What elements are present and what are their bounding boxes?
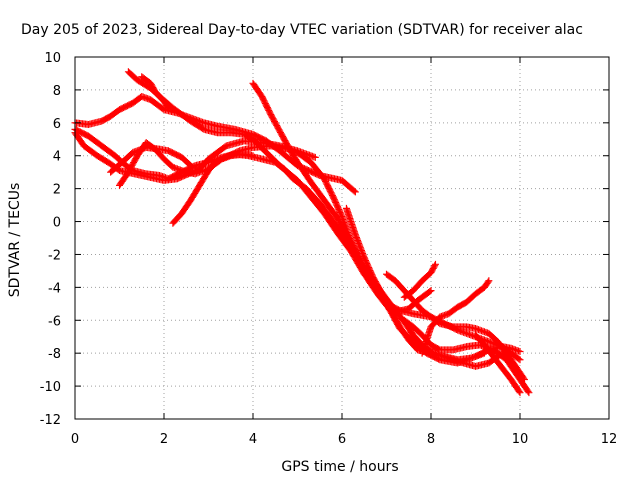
- series-track-4: [249, 79, 524, 367]
- chart-title: Day 205 of 2023, Sidereal Day-to-day VTE…: [21, 22, 583, 38]
- y-tick-label: -10: [40, 380, 61, 395]
- series-track-11: [400, 316, 533, 397]
- series-track-15: [138, 73, 177, 114]
- data-point: [169, 106, 177, 114]
- x-tick-label: 4: [249, 432, 257, 447]
- y-tick-label: -4: [48, 281, 61, 296]
- x-tick-label: 6: [338, 432, 346, 447]
- data-point: [350, 187, 358, 195]
- data-point: [480, 349, 488, 357]
- x-tick-label: 0: [71, 432, 79, 447]
- data-point: [249, 152, 257, 160]
- data-point: [186, 161, 194, 169]
- series-track-7: [169, 150, 257, 227]
- x-tick-label: 2: [160, 432, 168, 447]
- series-track-9: [342, 204, 488, 364]
- y-tick-label: -12: [40, 413, 61, 428]
- y-tick-label: -6: [48, 314, 61, 329]
- data-point: [431, 260, 439, 268]
- data-point: [516, 389, 524, 397]
- data-markers: [71, 68, 533, 397]
- y-tick-label: 8: [53, 84, 61, 99]
- data-point: [311, 153, 319, 161]
- series-track-14: [472, 331, 524, 397]
- y-tick-label: -2: [48, 248, 61, 263]
- y-tick-label: -8: [48, 347, 61, 362]
- data-point: [485, 277, 493, 285]
- y-tick-label: 10: [44, 51, 61, 66]
- x-tick-label: 12: [601, 432, 618, 447]
- x-axis-title: GPS time / hours: [281, 459, 398, 475]
- data-point: [524, 387, 532, 395]
- series-track-13: [400, 260, 439, 301]
- y-tick-label: 4: [53, 150, 61, 165]
- series-track-8: [107, 144, 195, 176]
- data-point: [516, 348, 524, 356]
- y-tick-label: 0: [53, 216, 61, 231]
- data-point: [431, 262, 439, 270]
- data-point: [351, 188, 359, 196]
- y-tick-label: 6: [53, 117, 61, 132]
- series-track-12: [418, 277, 493, 357]
- data-point: [516, 356, 524, 364]
- x-tick-label: 8: [427, 432, 435, 447]
- series-track-2: [71, 92, 359, 196]
- data-point: [484, 278, 492, 286]
- data-point: [187, 162, 195, 170]
- data-point: [515, 387, 523, 395]
- data-point: [515, 355, 523, 363]
- data-point: [525, 389, 533, 397]
- axis-ticks: 0 2 4 6 8 10 12 -12 -10 -8 -6 -4 -2 0 2 4 6 8 10: [40, 51, 618, 447]
- x-tick-label: 10: [512, 432, 529, 447]
- data-point: [426, 288, 434, 296]
- y-tick-label: 2: [53, 183, 61, 198]
- y-axis-title: SDTVAR / TECUs: [7, 183, 23, 298]
- data-point: [427, 287, 435, 295]
